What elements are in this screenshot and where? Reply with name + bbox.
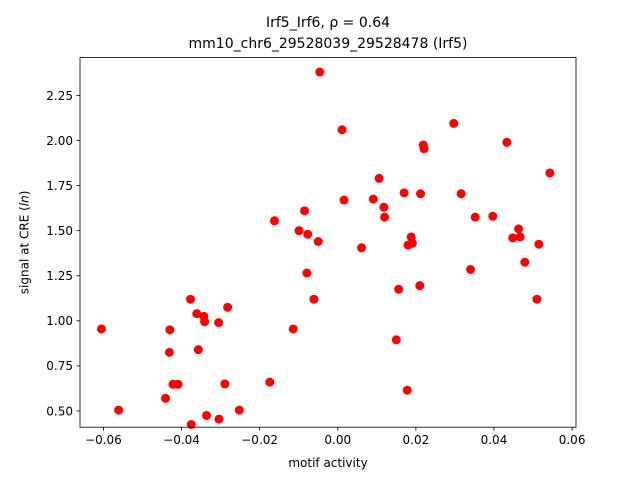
data-point — [456, 189, 466, 199]
data-point — [415, 281, 425, 291]
data-point — [309, 294, 319, 304]
data-point — [466, 264, 476, 274]
data-point — [488, 211, 498, 221]
data-point — [214, 414, 224, 424]
data-point — [470, 212, 480, 222]
data-point — [303, 229, 313, 239]
y-tick-label: 0.75 — [46, 359, 73, 373]
data-point — [192, 309, 202, 319]
data-point — [520, 257, 530, 267]
data-point — [502, 137, 512, 147]
data-point — [339, 195, 349, 205]
data-point — [288, 324, 298, 334]
data-point — [368, 194, 378, 204]
plot-frame — [79, 57, 577, 428]
x-tick-label: −0.02 — [241, 433, 278, 447]
y-axis-label-prefix: signal at CRE ( — [18, 206, 32, 294]
data-point — [379, 202, 389, 212]
data-point — [186, 420, 196, 429]
chart-subtitle: mm10_chr6_29528039_29528478 (Irf5) — [189, 36, 468, 52]
data-point — [193, 345, 203, 355]
y-axis-label-italic: ln — [18, 195, 32, 206]
data-point — [220, 379, 230, 389]
x-tick-label: −0.06 — [85, 433, 122, 447]
data-point — [114, 405, 124, 415]
x-tick-label: 0.04 — [481, 433, 508, 447]
data-point — [302, 268, 312, 278]
data-point — [234, 405, 244, 415]
data-point — [402, 385, 412, 395]
y-axis-ticks: 0.50 0.75 1.00 1.25 1.50 1.75 2.00 2.25 — [46, 89, 80, 418]
data-point — [449, 118, 459, 128]
data-point — [300, 206, 310, 216]
data-point — [380, 212, 390, 222]
chart-title: Irf5_Irf6, ρ = 0.64 — [266, 15, 390, 31]
data-point — [294, 226, 304, 236]
y-tick-label: 0.50 — [46, 404, 73, 418]
data-point — [186, 294, 196, 304]
data-point — [269, 216, 279, 226]
y-tick-label: 2.25 — [46, 89, 73, 103]
x-tick-label: 0.02 — [403, 433, 430, 447]
y-tick-label: 1.25 — [46, 269, 73, 283]
data-point — [161, 393, 171, 403]
x-axis-ticks: −0.06 −0.04 −0.02 0.00 0.02 0.04 0.06 — [85, 427, 585, 447]
data-point — [173, 379, 183, 389]
y-axis-label-suffix: ) — [18, 191, 32, 196]
data-point — [515, 232, 525, 242]
y-tick-label: 1.50 — [46, 224, 73, 238]
data-points — [96, 67, 555, 429]
data-point — [315, 67, 325, 77]
data-point — [399, 188, 409, 198]
data-point — [200, 317, 210, 327]
data-point — [165, 325, 175, 335]
x-tick-label: 0.00 — [324, 433, 351, 447]
data-point — [223, 302, 233, 312]
x-tick-label: −0.04 — [163, 433, 200, 447]
data-point — [508, 233, 518, 243]
y-axis-label: signal at CRE (ln) — [18, 191, 32, 295]
x-axis-label: motif activity — [288, 456, 367, 470]
data-point — [357, 243, 367, 253]
data-point — [532, 294, 542, 304]
data-point — [419, 144, 429, 154]
data-point — [313, 237, 323, 246]
data-point — [164, 347, 174, 357]
y-tick-label: 1.75 — [46, 179, 73, 193]
data-point — [545, 168, 555, 178]
data-point — [374, 173, 384, 183]
data-point — [96, 324, 106, 334]
data-point — [214, 318, 224, 328]
data-point — [394, 284, 404, 294]
data-point — [391, 335, 401, 345]
data-point — [202, 410, 212, 420]
x-tick-label: 0.06 — [559, 433, 586, 447]
data-point — [407, 238, 417, 248]
data-point — [337, 125, 347, 135]
data-point — [514, 224, 524, 234]
y-tick-label: 1.00 — [46, 314, 73, 328]
data-point — [416, 189, 426, 199]
data-point — [534, 239, 544, 249]
y-tick-label: 2.00 — [46, 134, 73, 148]
data-point — [265, 377, 275, 387]
